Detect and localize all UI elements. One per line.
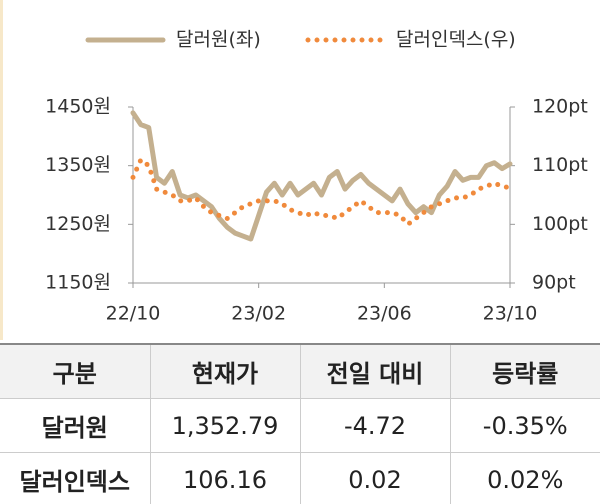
table-cell: 현재가: [149, 343, 300, 399]
chart: 1150원 1250원 1350원 1450원 90pt 100pt 110pt 120pt 2…: [0, 0, 588, 340]
table-row: 달러원 1,352.79 -4.72 -0.35%: [0, 398, 600, 453]
legend-label: 달러인덱스(우): [396, 29, 516, 51]
table-cell: 0.02: [299, 452, 450, 504]
won-line: [130, 110, 513, 242]
y-tick-label: 1450원: [45, 96, 111, 118]
x-tick-label: 23/02: [231, 303, 286, 325]
y2-tick-label: 100pt: [532, 213, 588, 235]
table-cell: 등락률: [449, 343, 600, 399]
legend-label: 달러원(좌): [176, 29, 261, 51]
side-strip: [0, 0, 3, 340]
quote-table: 구분 현재가 전일 대비 등락률 달러원 1,352.79 -4.72 -0.35% 달러인덱스…: [0, 343, 600, 504]
table-cell: 달러원: [0, 398, 150, 453]
y2-tick-label: 120pt: [532, 96, 588, 118]
table-cell: 1,352.79: [149, 398, 300, 453]
y-tick-label: 1150원: [45, 272, 111, 294]
table-cell: -0.35%: [449, 398, 600, 453]
index-line: [130, 157, 513, 227]
y2-tick-label: 90pt: [532, 272, 576, 294]
table-cell: 전일 대비: [299, 343, 450, 399]
y-tick-label: 1250원: [45, 213, 111, 235]
y2-tick-label: 110pt: [532, 154, 588, 176]
x-tick-label: 23/10: [483, 303, 538, 325]
table-cell: 106.16: [149, 452, 300, 504]
x-tick-label: 22/10: [106, 303, 161, 325]
table-cell: 0.02%: [449, 452, 600, 504]
x-tick-label: 23/06: [357, 303, 412, 325]
table-cell: 구분: [0, 343, 150, 399]
table-cell: -4.72: [299, 398, 450, 453]
table-row: 구분 현재가 전일 대비 등락률: [0, 343, 600, 399]
table-row: 달러인덱스 106.16 0.02 0.02%: [0, 452, 600, 504]
y-tick-label: 1350원: [45, 154, 111, 176]
table-cell: 달러인덱스: [0, 452, 150, 504]
